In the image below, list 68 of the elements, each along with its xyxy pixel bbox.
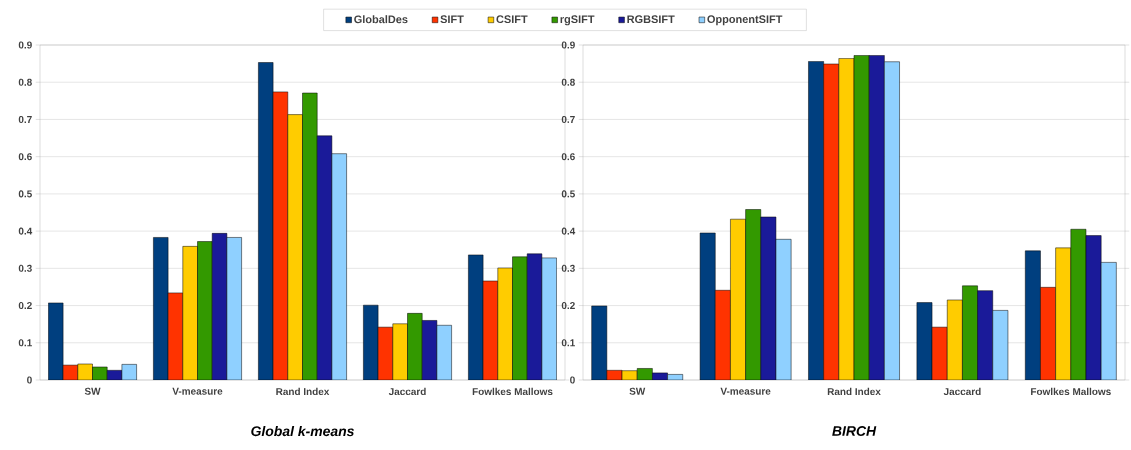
bar	[287, 114, 303, 380]
bar	[1055, 247, 1072, 380]
bar	[591, 305, 607, 380]
bar	[699, 232, 716, 380]
text: Global k-means	[251, 425, 354, 437]
bar	[182, 246, 198, 380]
bar	[884, 61, 900, 380]
bar	[1025, 250, 1041, 380]
y-tick-label: 0	[570, 376, 575, 384]
legend-label: GlobalDes	[354, 15, 408, 24]
bar	[745, 209, 762, 380]
y-tick-label: 0.1	[18, 339, 32, 347]
x-tick-label: Fowlkes Mallows	[1031, 387, 1111, 396]
bar	[1070, 229, 1087, 380]
bar	[808, 61, 824, 380]
x-tick-label: V-measure	[720, 387, 771, 395]
bar	[977, 290, 994, 380]
y-tick-label: 0.5	[18, 190, 32, 198]
y-tick-label: 0.2	[18, 302, 32, 310]
y-tick-label: 0.9	[561, 41, 575, 49]
x-tick-label: SW	[629, 387, 646, 395]
x-tick-label: Fowlkes Mallows	[472, 387, 553, 396]
y-tick-label: 0.1	[561, 339, 575, 347]
bar	[1100, 262, 1117, 380]
legend-label: RGBSIFT	[627, 15, 675, 24]
bar	[1040, 287, 1056, 380]
bar	[946, 299, 963, 380]
y-tick-label: 0.4	[561, 227, 576, 235]
bar	[1085, 235, 1102, 380]
legend-label: SIFT	[440, 15, 464, 24]
x-tick-label: Jaccard	[388, 387, 426, 396]
legend-label: OpponentSIFT	[707, 15, 783, 26]
y-tick-label: 0.9	[18, 41, 32, 49]
bar	[302, 93, 318, 380]
bar	[838, 58, 855, 380]
y-tick-label: 0.4	[18, 227, 33, 235]
bar	[760, 216, 777, 380]
legend-label: rgSIFT	[560, 15, 595, 26]
bar	[823, 63, 840, 380]
bar	[512, 256, 528, 380]
legend-label: CSIFT	[496, 15, 528, 24]
bar	[407, 313, 423, 380]
bar	[992, 310, 1009, 380]
x-tick-label: SW	[84, 387, 101, 395]
y-tick-label: 0.8	[18, 78, 32, 86]
y-tick-label: 0.5	[561, 190, 575, 198]
y-tick-label: 0.3	[18, 264, 32, 272]
y-tick-label: 0.6	[18, 153, 32, 161]
y-tick-label: 0.3	[561, 264, 575, 272]
x-tick-label: Rand Index	[827, 387, 881, 396]
bar	[962, 285, 978, 380]
y-tick-label: 0.7	[18, 115, 32, 123]
x-tick-label: V-measure	[172, 387, 223, 395]
bar	[392, 323, 408, 380]
y-tick-label: 0.6	[561, 153, 575, 161]
x-tick-label: Rand Index	[276, 387, 330, 396]
y-tick-label: 0	[27, 376, 32, 384]
x-tick-label: Jaccard	[943, 387, 981, 396]
bar	[853, 55, 870, 380]
bar	[715, 290, 731, 380]
bar	[497, 267, 513, 380]
y-tick-label: 0.7	[561, 115, 575, 123]
y-tick-label: 0.8	[561, 78, 575, 86]
y-tick-label: 0.2	[561, 302, 575, 310]
bar	[868, 55, 885, 380]
bar	[197, 241, 213, 380]
bar	[730, 218, 746, 380]
text: BIRCH	[832, 426, 877, 436]
